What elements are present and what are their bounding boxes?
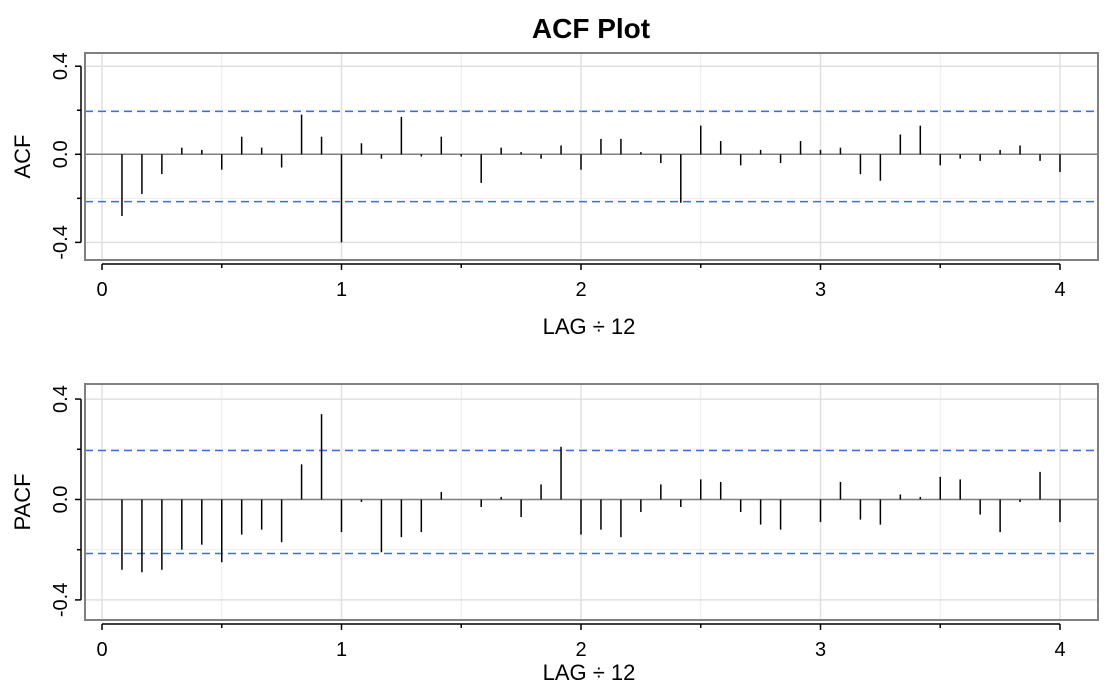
pacf-y-axis-label: PACF (10, 473, 35, 530)
acf-panel: 0 1 2 3 4 0.4 0.0 -0.4 LAG ÷ 12 ACF (10, 52, 1099, 339)
pacf-frame (84, 383, 1099, 621)
pacf-panel: 0 1 2 3 4 0.4 0.0 -0.4 LAG ÷ 12 PACF (10, 383, 1099, 685)
pacf-x-tick-label: 1 (336, 639, 347, 661)
acf-plot-background (85, 53, 1098, 260)
chart-title: ACF Plot (532, 13, 650, 44)
acf-x-tick-label: 4 (1054, 279, 1065, 301)
acf-x-tick-label: 0 (96, 279, 107, 301)
pacf-y-tick-label: 0.0 (50, 486, 72, 514)
acf-x-axis-label: LAG ÷ 12 (543, 314, 636, 339)
acf-x-tick-label: 3 (815, 279, 826, 301)
acf-y-tick-label: 0.0 (50, 140, 72, 168)
pacf-x-tick-label: 3 (815, 639, 826, 661)
pacf-x-tick-label: 4 (1054, 639, 1065, 661)
acf-y-tick-label: 0.4 (50, 52, 72, 80)
pacf-plot-background (85, 384, 1098, 620)
acf-x-tick-label: 2 (575, 279, 586, 301)
acf-y-axis-label: ACF (10, 135, 35, 179)
pacf-x-tick-label: 0 (96, 639, 107, 661)
acf-y-tick-label: -0.4 (50, 225, 72, 259)
pacf-y-tick-label: 0.4 (50, 385, 72, 413)
acf-frame (84, 52, 1099, 261)
pacf-x-axis-label: LAG ÷ 12 (543, 660, 636, 685)
pacf-y-tick-label: -0.4 (50, 583, 72, 617)
pacf-x-tick-label: 2 (575, 639, 586, 661)
acf-x-tick-label: 1 (336, 279, 347, 301)
